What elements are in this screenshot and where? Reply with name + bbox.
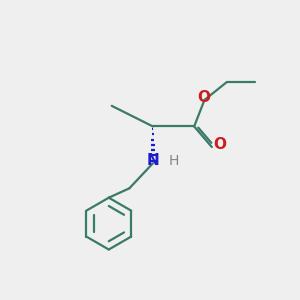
Text: O: O bbox=[197, 90, 210, 105]
Text: O: O bbox=[214, 137, 226, 152]
Text: H: H bbox=[168, 154, 179, 168]
Text: N: N bbox=[147, 153, 159, 168]
